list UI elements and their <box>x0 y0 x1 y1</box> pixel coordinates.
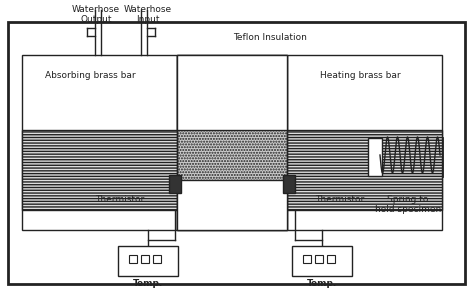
Text: Heating brass bar: Heating brass bar <box>319 71 401 79</box>
Bar <box>292 246 352 276</box>
Bar <box>169 175 181 193</box>
Text: Specimen: Specimen <box>203 213 261 223</box>
Text: Teflon Insulation: Teflon Insulation <box>233 33 307 41</box>
Bar <box>118 246 178 276</box>
Bar <box>8 22 465 284</box>
Bar <box>177 55 287 230</box>
Bar <box>177 55 287 130</box>
Bar <box>303 255 311 263</box>
Bar <box>327 255 335 263</box>
Bar <box>315 255 323 263</box>
Bar <box>177 55 287 230</box>
Bar <box>283 175 295 193</box>
Bar <box>177 55 287 230</box>
Bar <box>287 130 442 210</box>
Bar <box>287 55 442 230</box>
Bar <box>141 255 149 263</box>
Bar <box>22 130 177 210</box>
Text: Waterhose
Output: Waterhose Output <box>72 5 120 24</box>
Bar <box>22 55 177 230</box>
Bar <box>153 255 161 263</box>
Text: Thermistor: Thermistor <box>95 196 145 205</box>
Bar <box>22 130 177 210</box>
Text: Absorbing brass bar: Absorbing brass bar <box>45 71 135 79</box>
Bar <box>129 255 137 263</box>
Text: Waterhose
Input: Waterhose Input <box>124 5 172 24</box>
Bar <box>287 130 442 210</box>
Bar <box>177 180 287 230</box>
Bar <box>368 138 382 176</box>
Text: Thermistor: Thermistor <box>315 196 365 205</box>
Text: Spring to
hold specimen: Spring to hold specimen <box>375 195 441 214</box>
Text: Temp.: Temp. <box>307 278 337 288</box>
Text: Temp.: Temp. <box>133 278 163 288</box>
